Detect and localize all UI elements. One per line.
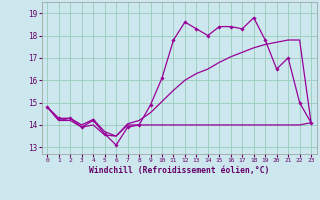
- X-axis label: Windchill (Refroidissement éolien,°C): Windchill (Refroidissement éolien,°C): [89, 166, 269, 175]
